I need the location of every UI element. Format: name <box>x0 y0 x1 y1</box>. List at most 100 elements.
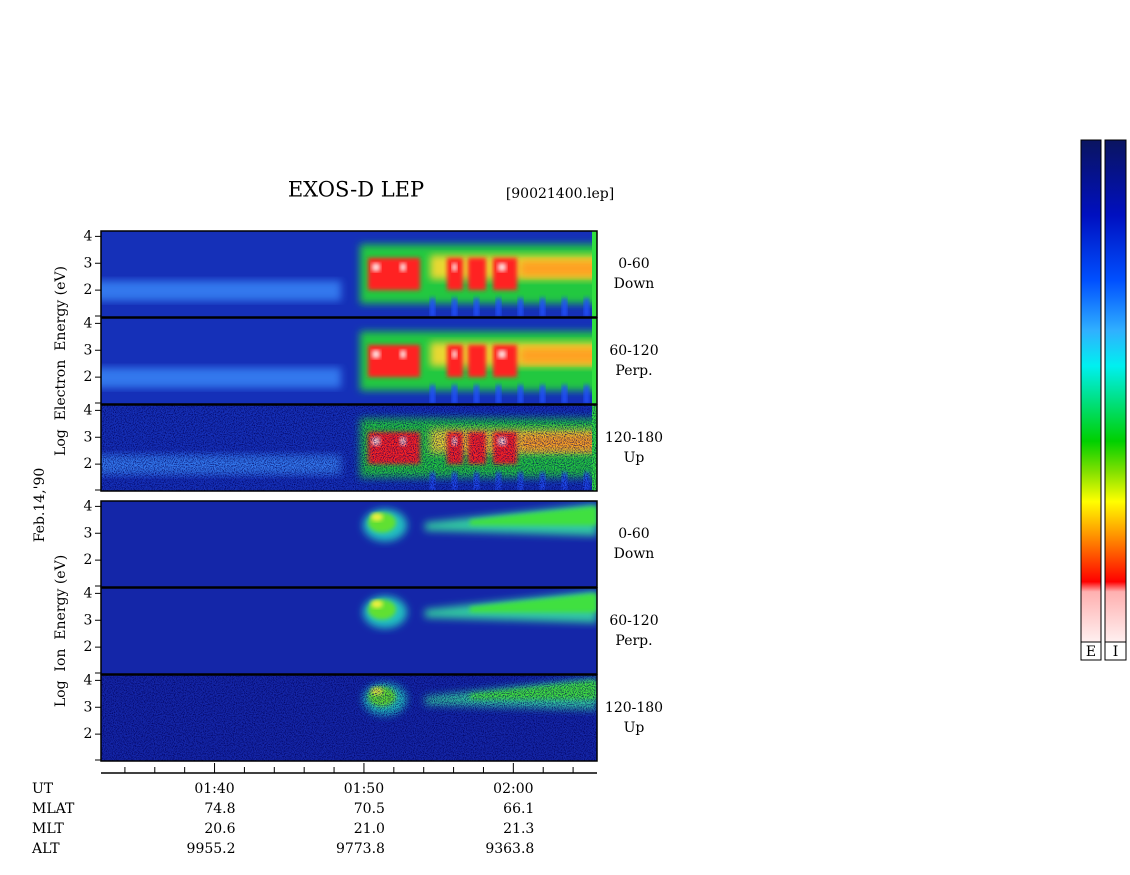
blob <box>498 350 506 359</box>
spectrogram <box>101 675 597 761</box>
band <box>470 506 597 526</box>
streak <box>562 298 567 317</box>
x-tick-label: 02:00 <box>493 781 533 797</box>
y-tick-label: 3 <box>84 525 93 541</box>
blob <box>493 257 517 291</box>
blob <box>372 350 380 359</box>
band <box>520 347 597 364</box>
blob <box>447 344 463 378</box>
ephemeris-value: 9955.2 <box>187 841 236 857</box>
streak <box>562 385 567 404</box>
streak <box>474 298 479 317</box>
y-tick-label: 2 <box>84 639 93 655</box>
spectrogram <box>101 318 597 404</box>
panel-angle: 60-120 <box>609 343 658 359</box>
ephemeris-value: 66.1 <box>503 801 534 817</box>
y-tick-label: 2 <box>84 552 93 568</box>
panel-angle: 60-120 <box>609 613 658 629</box>
panel-frame <box>100 317 598 405</box>
colorbar-i: I <box>1104 139 1127 661</box>
panel-frame <box>100 587 598 675</box>
band <box>470 593 597 613</box>
colorbar-label: E <box>1086 644 1096 660</box>
streak <box>584 385 589 404</box>
blob <box>452 350 457 359</box>
blob <box>371 513 383 522</box>
blob <box>447 257 463 291</box>
panel-direction: Down <box>614 546 655 562</box>
colorbar-e: E <box>1080 139 1102 661</box>
edge <box>592 318 597 404</box>
ephemeris-value: 9773.8 <box>336 841 385 857</box>
date-label: Feb.14,'90 <box>32 468 48 543</box>
ephemeris-label: MLT <box>32 821 64 837</box>
ephemeris-label: UT <box>32 781 54 797</box>
streak <box>496 298 501 317</box>
panel-direction: Perp. <box>615 633 652 649</box>
blob <box>368 257 420 291</box>
panel-frame <box>100 500 598 588</box>
blob <box>400 350 406 359</box>
y-tick-label: 2 <box>84 282 93 298</box>
panel-direction: Up <box>624 450 645 466</box>
band <box>101 280 341 301</box>
streak <box>474 385 479 404</box>
y-tick-label: 3 <box>84 429 93 445</box>
panel-direction: Up <box>624 720 645 736</box>
ephemeris-value: 21.0 <box>354 821 385 837</box>
y-tick-label: 4 <box>84 228 93 244</box>
y-tick-label: 4 <box>84 498 93 514</box>
ephemeris-value: 70.5 <box>354 801 385 817</box>
streak <box>518 385 523 404</box>
y-tick-label: 4 <box>84 672 93 688</box>
streak <box>496 385 501 404</box>
panel-angle: 120-180 <box>605 700 663 716</box>
blob <box>371 600 383 609</box>
panel-angle: 120-180 <box>605 430 663 446</box>
streak <box>584 298 589 317</box>
blob <box>498 263 506 272</box>
blob <box>493 344 517 378</box>
panel-frame <box>100 674 598 762</box>
blob <box>468 257 486 291</box>
streak <box>540 385 545 404</box>
y-tick-label: 4 <box>84 585 93 601</box>
ephemeris-label: ALT <box>31 841 60 857</box>
y-tick-label: 4 <box>84 402 93 418</box>
title: EXOS-D LEP <box>288 178 424 202</box>
ephemeris-value: 20.6 <box>204 821 235 837</box>
y-tick-label: 2 <box>84 726 93 742</box>
streak <box>518 298 523 317</box>
edge <box>592 231 597 317</box>
y-tick-label: 3 <box>84 612 93 628</box>
y-tick-label: 2 <box>84 456 93 472</box>
x-tick-label: 01:50 <box>344 781 384 797</box>
spectrogram <box>101 231 597 317</box>
spectrogram <box>101 405 597 491</box>
ephemeris-value: 74.8 <box>204 801 235 817</box>
panel-frame <box>100 404 598 492</box>
ephemeris-value: 21.3 <box>503 821 534 837</box>
panel-direction: Down <box>614 276 655 292</box>
streak <box>452 298 457 317</box>
band <box>520 260 597 277</box>
streak <box>452 385 457 404</box>
blob <box>400 263 406 272</box>
ephemeris-label: MLAT <box>32 801 75 817</box>
spectrogram <box>101 501 597 587</box>
noise <box>101 405 597 491</box>
y-tick-label: 3 <box>84 342 93 358</box>
panel-frame <box>100 230 598 318</box>
panel-angle: 0-60 <box>618 526 649 542</box>
blob <box>372 263 380 272</box>
x-tick-label: 01:40 <box>194 781 234 797</box>
band <box>101 367 341 388</box>
y-tick-label: 3 <box>84 699 93 715</box>
panel-direction: Perp. <box>615 363 652 379</box>
y-tick-label: 4 <box>84 315 93 331</box>
y-axis-label: Log Electron Energy (eV) <box>53 266 69 456</box>
panel-angle: 0-60 <box>618 256 649 272</box>
blob <box>368 344 420 378</box>
file-name: [90021400.lep] <box>506 186 614 202</box>
